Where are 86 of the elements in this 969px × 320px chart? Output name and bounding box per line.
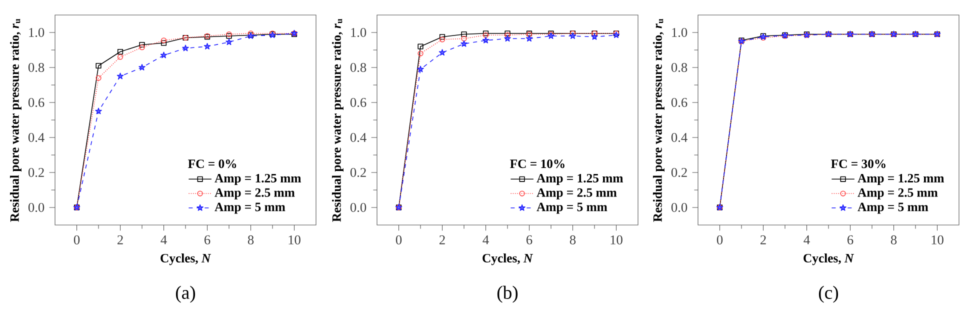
y-tick-label: 0.8 [28, 62, 44, 72]
x-tick-label: 6 [847, 235, 854, 244]
y-tick-label: 0.6 [671, 98, 688, 108]
point [526, 35, 533, 42]
point [439, 34, 446, 40]
x-tick-label: 8 [890, 235, 897, 244]
x-tick-label: 8 [570, 235, 576, 244]
point [139, 44, 145, 50]
legend-title: FC = 0% [188, 160, 236, 168]
y-tick-label: 0.0 [28, 202, 44, 212]
text: (a) [176, 286, 196, 303]
x-tick-label: 10 [932, 235, 944, 244]
x-tick-label: 6 [204, 235, 210, 244]
point [160, 38, 167, 44]
point [460, 40, 468, 47]
text: (b) [497, 286, 518, 303]
point [591, 33, 598, 40]
legend-label: Amp = 1.25 mm [858, 174, 944, 186]
x-tick-label: 2 [440, 235, 445, 244]
point [160, 40, 167, 46]
point [138, 64, 146, 70]
legend-label: Amp = 1.25 mm [214, 174, 302, 186]
x-tick-label: 0 [396, 235, 402, 244]
y-tick-label: 1.0 [29, 28, 44, 38]
point [482, 36, 490, 44]
point [417, 66, 424, 72]
x-tick-label: 2 [118, 235, 123, 244]
legend-label: Amp = 5 mm [214, 202, 286, 214]
text: (c) [818, 286, 838, 303]
point [418, 50, 424, 56]
legend-label: Amp = 5 mm [536, 202, 608, 214]
x-tick-label: 4 [160, 235, 167, 244]
point [117, 54, 124, 60]
y-tick-label: 0.8 [350, 62, 366, 72]
y-tick-label: 0.4 [28, 132, 44, 142]
x-tick-label: 10 [288, 235, 300, 244]
point [438, 49, 446, 56]
x-tick-label: 4 [804, 235, 810, 244]
point [461, 36, 467, 42]
point [204, 42, 211, 50]
y-tick-label: 0.0 [350, 202, 366, 212]
point [504, 35, 511, 42]
x-tick-label: 8 [248, 235, 254, 244]
x-tick-label: 10 [610, 235, 622, 244]
point [117, 48, 124, 55]
point [139, 42, 145, 48]
y-tick-label: 0.4 [671, 132, 688, 142]
legend-label: Amp = 2.5 mm [536, 188, 617, 200]
x-axis-title: Cycles, N [482, 254, 534, 266]
point [461, 31, 467, 38]
legend-label: Amp = 2.5 mm [858, 188, 938, 200]
point [95, 108, 102, 114]
legend-title: FC = 10% [510, 160, 564, 168]
y-tick-label: 1.0 [351, 28, 366, 38]
x-tick-label: 4 [482, 235, 489, 244]
x-tick-label: 0 [716, 235, 723, 244]
y-tick-label: 0.2 [671, 168, 687, 178]
y-axis-title: Residual pore water pressure ratio, r$_{u}$ [652, 18, 664, 222]
x-tick-label: 0 [74, 235, 80, 244]
point [182, 44, 189, 52]
legend-label: Amp = 5 mm [858, 202, 928, 214]
y-tick-label: 0.6 [28, 98, 44, 108]
point [96, 62, 102, 69]
x-tick-label: 2 [760, 235, 766, 244]
y-tick-label: 0.2 [28, 168, 44, 178]
legend-title: FC = 30% [831, 160, 886, 168]
point [569, 32, 576, 39]
point [160, 52, 168, 58]
y-tick-label: 0.2 [350, 168, 366, 178]
y-tick-label: 0.8 [671, 62, 688, 72]
point [439, 36, 446, 42]
point [96, 75, 102, 81]
y-tick-label: 1.0 [672, 28, 688, 38]
point [418, 44, 424, 50]
y-axis-title: Residual pore water pressure ratio, r$_{u}$ [10, 18, 22, 222]
x-axis-title: Cycles, N [160, 254, 212, 266]
y-axis-title: Residual pore water pressure ratio, r$_{u}$ [332, 18, 344, 222]
y-tick-label: 0.6 [350, 98, 366, 108]
y-tick-label: 0.0 [671, 202, 688, 212]
x-tick-label: 6 [526, 235, 532, 244]
legend-label: Amp = 2.5 mm [214, 188, 295, 200]
y-tick-label: 0.4 [350, 132, 366, 142]
legend-label: Amp = 1.25 mm [536, 174, 624, 186]
x-axis-title: Cycles, N [804, 254, 854, 266]
point [226, 38, 232, 46]
point [116, 72, 124, 80]
